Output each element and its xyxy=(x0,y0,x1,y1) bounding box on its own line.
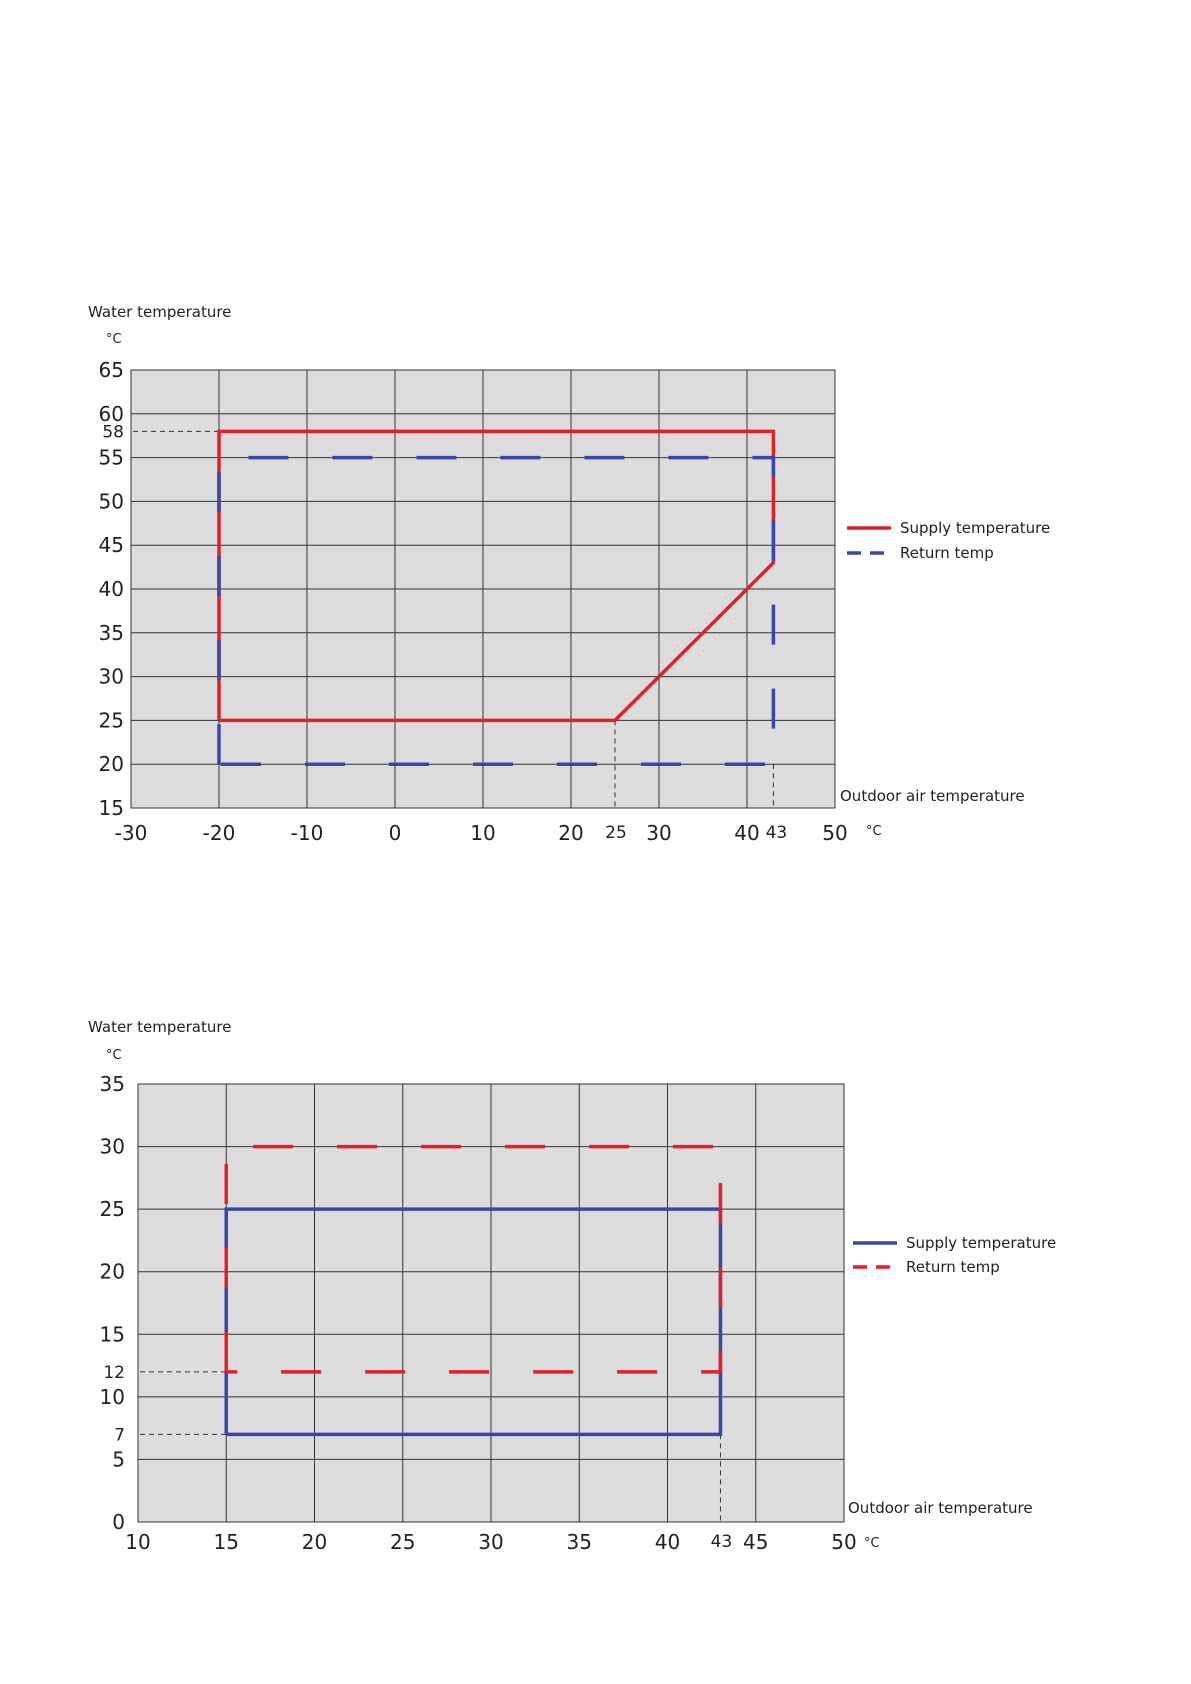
y-axis-title: Water temperature xyxy=(88,1018,231,1036)
x-tick-label: 10 xyxy=(125,1530,150,1554)
y-tick-label: 20 xyxy=(100,1260,125,1284)
y-tick-label: 35 xyxy=(100,1072,125,1096)
x-tick-label: 35 xyxy=(567,1530,592,1554)
x-tick-label: 25 xyxy=(390,1530,415,1554)
y-tick-label: 30 xyxy=(99,665,124,689)
y-tick-label: 20 xyxy=(99,752,124,776)
y-tick-label: 35 xyxy=(99,621,124,645)
series-line-2 xyxy=(224,1144,723,1374)
x-tick-label: 10 xyxy=(470,821,495,845)
x-tick-label: 30 xyxy=(478,1530,503,1554)
legend-label: Supply temperature xyxy=(900,519,1050,537)
legend-label: Return temp xyxy=(906,1258,1000,1276)
y-axis-unit: °C xyxy=(106,332,122,347)
y-special-label: 7 xyxy=(114,1425,125,1445)
chart-2: Water temperature °C 0 5 10 15 20 25 30 35 10 15 20 2… xyxy=(88,1018,1056,1554)
x-special-label: 43 xyxy=(766,823,788,843)
y-tick-label: 60 xyxy=(99,402,124,426)
series-line-2 xyxy=(217,455,776,766)
chart-1: Water temperature °C 15 20 25 30 35 40 45 50 55 60 6… xyxy=(88,303,1050,845)
x-tick-label: 15 xyxy=(214,1530,239,1554)
y-tick-label: 50 xyxy=(99,489,124,513)
y-tick-label: 15 xyxy=(100,1322,125,1346)
y-tick-label: 30 xyxy=(100,1135,125,1159)
x-tick-label: -30 xyxy=(115,821,148,845)
x-tick-label: 45 xyxy=(743,1530,768,1554)
legend-label: Return temp xyxy=(900,544,994,562)
y-tick-label: 55 xyxy=(99,446,124,470)
y-tick-label: 65 xyxy=(99,358,124,382)
x-tick-label: 50 xyxy=(831,1530,856,1554)
x-axis-unit: °C xyxy=(864,1536,880,1551)
legend-label: Supply temperature xyxy=(906,1234,1056,1252)
x-axis-title: Outdoor air temperature xyxy=(848,1499,1033,1517)
x-tick-label: 20 xyxy=(558,821,583,845)
x-tick-label: 20 xyxy=(302,1530,327,1554)
x-tick-label: 50 xyxy=(822,821,847,845)
y-tick-label: 25 xyxy=(100,1197,125,1221)
x-tick-label: 0 xyxy=(389,821,402,845)
x-tick-label: 40 xyxy=(734,821,759,845)
x-tick-label: 40 xyxy=(655,1530,680,1554)
y-tick-label: 25 xyxy=(99,708,124,732)
x-tick-label: -10 xyxy=(291,821,324,845)
y-special-label: 12 xyxy=(103,1363,125,1383)
y-tick-label: 10 xyxy=(100,1385,125,1409)
x-tick-label: -20 xyxy=(203,821,236,845)
y-tick-label: 45 xyxy=(99,533,124,557)
x-axis-title: Outdoor air temperature xyxy=(840,787,1025,805)
x-special-label: 43 xyxy=(711,1532,733,1552)
y-tick-label: 5 xyxy=(112,1447,125,1471)
y-tick-label: 15 xyxy=(99,796,124,820)
y-tick-label: 40 xyxy=(99,577,124,601)
y-special-label: 58 xyxy=(102,422,124,442)
y-tick-label: 0 xyxy=(112,1510,125,1534)
x-special-label: 25 xyxy=(605,823,627,843)
x-tick-label: 30 xyxy=(646,821,671,845)
x-axis-unit: °C xyxy=(866,824,882,839)
y-axis-unit: °C xyxy=(106,1048,122,1063)
y-axis-title: Water temperature xyxy=(88,303,231,321)
